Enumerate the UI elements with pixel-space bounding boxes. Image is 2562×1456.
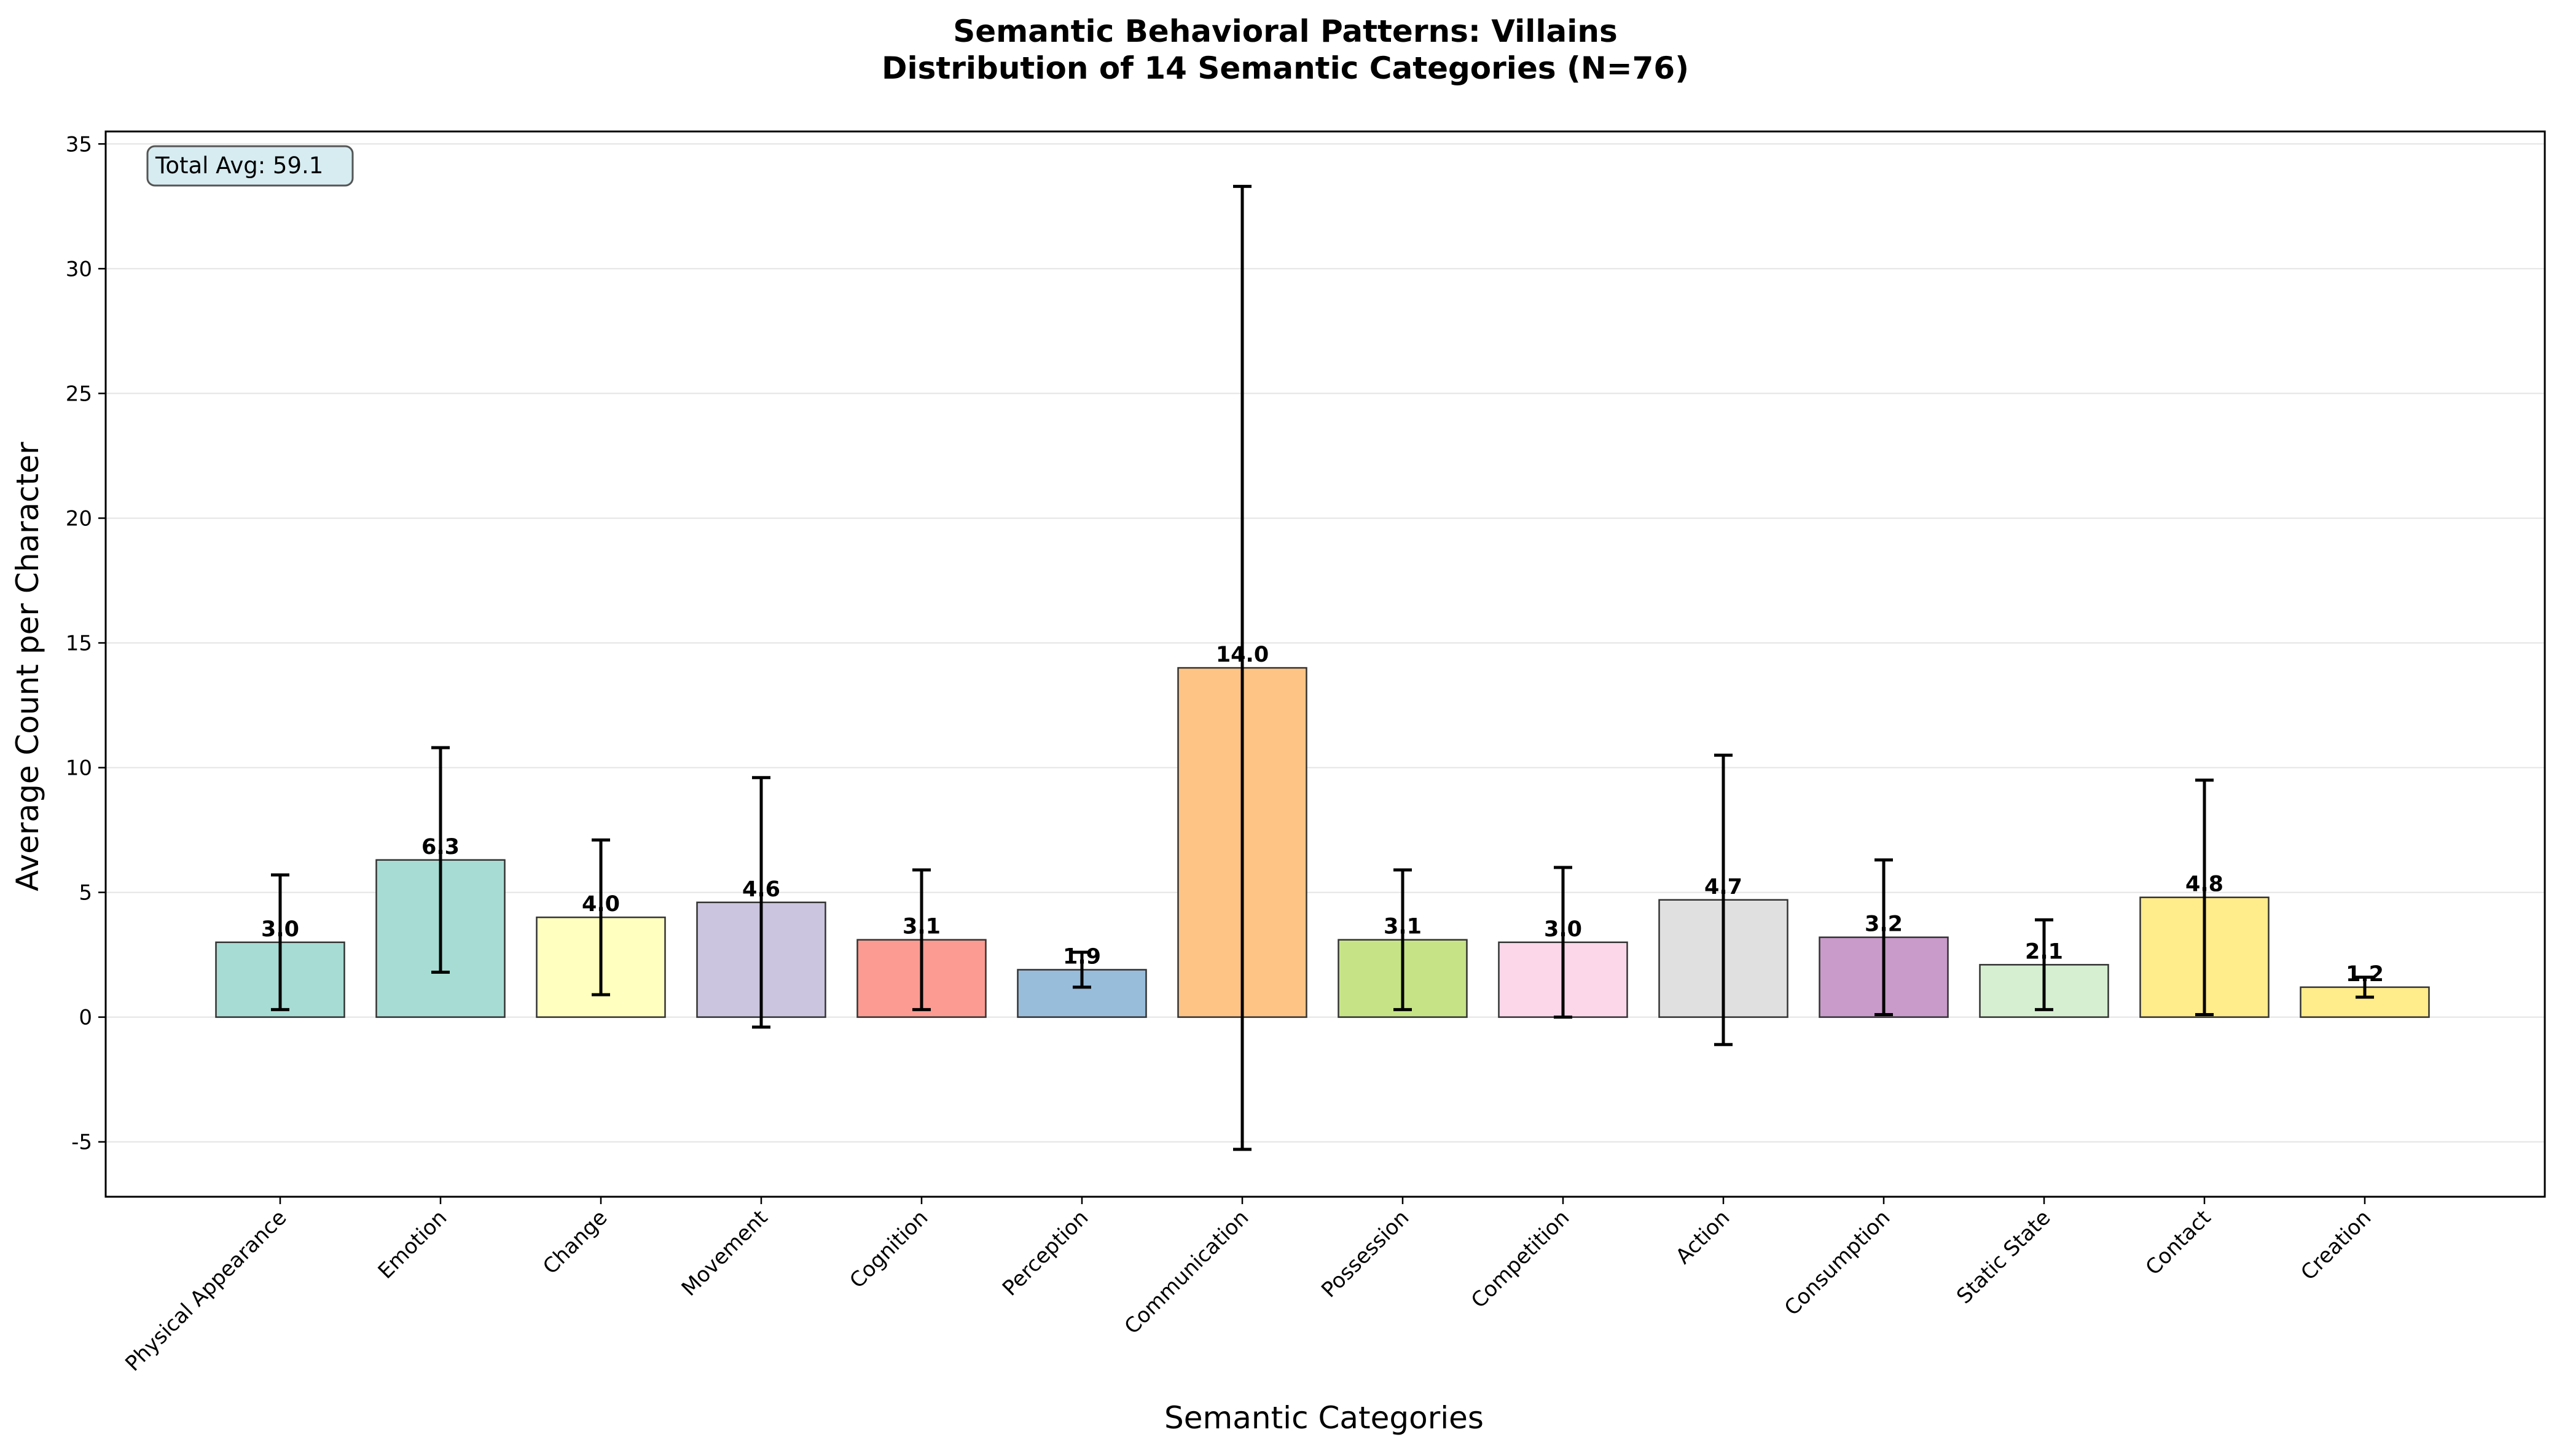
annotation-text: Total Avg: 59.1 — [155, 152, 323, 179]
annotation-box — [146, 145, 354, 187]
y-tick-label: -5 — [71, 1130, 92, 1155]
category-label: Competition — [1467, 1205, 1574, 1313]
value-label: 3.2 — [1865, 912, 1903, 937]
bars-layer — [215, 667, 2430, 1018]
y-tick-label: 10 — [66, 756, 92, 781]
chart-subtitle: Distribution of 14 Semantic Categories (… — [882, 50, 1689, 86]
category-label: Communication — [1120, 1205, 1254, 1339]
value-label: 4.6 — [742, 877, 780, 902]
y-axis-label: Average Count per Character — [10, 442, 45, 891]
value-labels-layer: 3.0 6.3 4.0 4.6 3.1 1.9 14.0 3.1 3.0 4.7 3.2 2.1 4.8… — [261, 643, 2384, 987]
category-label: Movement — [677, 1205, 773, 1301]
value-label: 6.3 — [421, 835, 460, 859]
plot-frame — [104, 130, 2546, 1198]
error-bars-layer — [271, 184, 2374, 1151]
category-label: Change — [538, 1205, 612, 1279]
value-label: 3.1 — [903, 915, 941, 939]
y-ticks-layer: -5 0 5 10 15 20 25 30 35 — [66, 132, 106, 1155]
value-label: 3.0 — [1544, 917, 1582, 942]
y-tick-label: 35 — [66, 132, 92, 157]
value-label: 4.7 — [1704, 875, 1742, 899]
y-tick-label: 5 — [79, 881, 92, 906]
value-label: 14.0 — [1216, 643, 1269, 667]
category-label: Perception — [998, 1205, 1093, 1301]
value-label: 4.0 — [582, 892, 620, 917]
y-tick-label: 0 — [79, 1006, 92, 1030]
value-label: 3.1 — [1384, 915, 1422, 939]
x-ticks-layer: Physical Appearance Emotion Change Movement… — [120, 1197, 2376, 1376]
y-tick-label: 25 — [66, 382, 92, 406]
chart-title: Semantic Behavioral Patterns: Villains — [953, 14, 1617, 49]
total-average-annotation: Total Avg: 59.1 — [146, 145, 354, 187]
category-label: Creation — [2296, 1205, 2376, 1285]
category-label: Physical Appearance — [120, 1205, 291, 1376]
value-label: 1.2 — [2346, 962, 2384, 987]
grid-layer — [106, 143, 2545, 1143]
value-label: 2.1 — [2025, 939, 2063, 964]
category-label: Consumption — [1780, 1205, 1895, 1321]
x-axis-label: Semantic Categories — [1164, 1400, 1484, 1436]
category-label: Cognition — [845, 1205, 933, 1293]
category-label: Possession — [1317, 1205, 1414, 1302]
value-label: 3.0 — [261, 917, 299, 942]
category-label: Action — [1671, 1205, 1735, 1269]
y-tick-label: 30 — [66, 257, 92, 281]
value-label: 4.8 — [2185, 872, 2223, 897]
category-label: Static State — [1952, 1205, 2055, 1309]
category-label: Contact — [2141, 1205, 2216, 1280]
value-label: 1.9 — [1063, 944, 1101, 969]
y-tick-label: 20 — [66, 506, 92, 531]
y-tick-label: 15 — [66, 631, 92, 656]
category-label: Emotion — [374, 1205, 452, 1284]
